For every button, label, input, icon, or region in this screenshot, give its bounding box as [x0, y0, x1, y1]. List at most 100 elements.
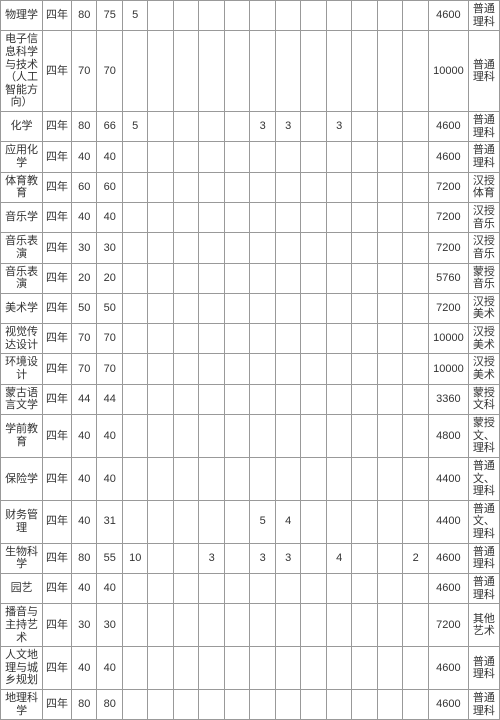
number-cell [377, 384, 403, 414]
number-cell [224, 414, 250, 457]
number-cell [275, 457, 301, 500]
number-cell [199, 354, 225, 384]
number-cell: 40 [97, 457, 123, 500]
number-cell: 30 [71, 604, 97, 647]
number-cell: 44 [71, 384, 97, 414]
number-cell [326, 573, 352, 603]
number-cell [173, 1, 199, 31]
duration-cell: 四年 [43, 324, 72, 354]
number-cell [377, 324, 403, 354]
table-row: 地理科学四年80804600普通理科 [1, 690, 500, 720]
number-cell [403, 263, 429, 293]
number-cell [301, 690, 327, 720]
number-cell [377, 142, 403, 172]
number-cell: 20 [71, 263, 97, 293]
tuition-cell: 4600 [428, 142, 468, 172]
number-cell [377, 263, 403, 293]
number-cell [250, 202, 276, 232]
table-row: 保险学四年40404400普通文、理科 [1, 457, 500, 500]
number-cell [224, 293, 250, 323]
category-cell: 普通文、理科 [468, 457, 499, 500]
number-cell [352, 172, 378, 202]
number-cell [377, 457, 403, 500]
number-cell [224, 690, 250, 720]
number-cell [326, 202, 352, 232]
number-cell: 40 [97, 142, 123, 172]
number-cell [148, 202, 174, 232]
duration-cell: 四年 [43, 543, 72, 573]
tuition-cell: 7200 [428, 202, 468, 232]
number-cell [403, 233, 429, 263]
major-name-cell: 保险学 [1, 457, 43, 500]
number-cell [403, 293, 429, 323]
number-cell [199, 172, 225, 202]
number-cell [148, 324, 174, 354]
major-name-cell: 播音与主持艺术 [1, 604, 43, 647]
number-cell [326, 500, 352, 543]
number-cell [122, 604, 148, 647]
category-cell: 普通理科 [468, 690, 499, 720]
number-cell [403, 647, 429, 690]
number-cell [199, 384, 225, 414]
number-cell [148, 690, 174, 720]
number-cell [173, 233, 199, 263]
number-cell [148, 354, 174, 384]
number-cell [275, 354, 301, 384]
number-cell: 30 [97, 233, 123, 263]
duration-cell: 四年 [43, 414, 72, 457]
number-cell [199, 690, 225, 720]
number-cell [250, 31, 276, 112]
number-cell [199, 573, 225, 603]
number-cell [403, 1, 429, 31]
number-cell: 31 [97, 500, 123, 543]
number-cell: 70 [71, 31, 97, 112]
tuition-cell: 10000 [428, 324, 468, 354]
number-cell: 60 [71, 172, 97, 202]
number-cell: 30 [71, 233, 97, 263]
category-cell: 普通理科 [468, 112, 499, 142]
number-cell: 4 [275, 500, 301, 543]
number-cell [403, 354, 429, 384]
category-cell: 其他艺术 [468, 604, 499, 647]
number-cell [352, 414, 378, 457]
number-cell: 60 [97, 172, 123, 202]
duration-cell: 四年 [43, 112, 72, 142]
number-cell [403, 414, 429, 457]
duration-cell: 四年 [43, 233, 72, 263]
number-cell [148, 604, 174, 647]
table-row: 电子信息科学与技术（人工智能方向）四年707010000普通理科 [1, 31, 500, 112]
number-cell [403, 202, 429, 232]
number-cell: 40 [97, 573, 123, 603]
number-cell [301, 414, 327, 457]
number-cell: 70 [97, 31, 123, 112]
number-cell: 20 [97, 263, 123, 293]
number-cell [301, 31, 327, 112]
number-cell: 75 [97, 1, 123, 31]
number-cell [326, 457, 352, 500]
tuition-cell: 4600 [428, 543, 468, 573]
number-cell [301, 457, 327, 500]
major-name-cell: 音乐表演 [1, 263, 43, 293]
number-cell: 40 [97, 202, 123, 232]
number-cell [148, 457, 174, 500]
number-cell [403, 172, 429, 202]
number-cell [275, 172, 301, 202]
number-cell [275, 573, 301, 603]
number-cell [122, 324, 148, 354]
number-cell: 5 [122, 112, 148, 142]
number-cell [377, 31, 403, 112]
table-row: 体育教育四年60607200汉授体育 [1, 172, 500, 202]
tuition-cell: 4400 [428, 500, 468, 543]
table-row: 美术学四年50507200汉授美术 [1, 293, 500, 323]
number-cell [301, 293, 327, 323]
number-cell [352, 263, 378, 293]
number-cell [250, 324, 276, 354]
number-cell [275, 1, 301, 31]
number-cell: 40 [71, 573, 97, 603]
table-row: 环境设计四年707010000汉授美术 [1, 354, 500, 384]
number-cell [352, 690, 378, 720]
number-cell: 80 [71, 112, 97, 142]
number-cell [224, 543, 250, 573]
number-cell [301, 233, 327, 263]
duration-cell: 四年 [43, 384, 72, 414]
